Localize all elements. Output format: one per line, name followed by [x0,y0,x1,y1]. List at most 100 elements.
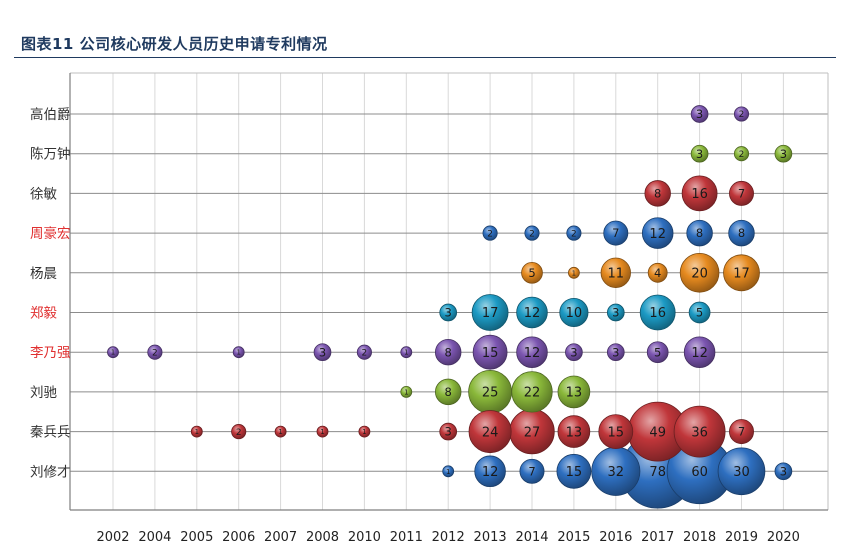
bubble-value-label: 3 [612,306,619,320]
x-tick-label-2017: 2017 [641,530,674,542]
x-tick-label-2018: 2018 [683,530,716,542]
bubble-value-label: 5 [654,345,661,359]
bubble-value-label: 8 [654,187,661,201]
bubble-value-label: 5 [528,266,535,280]
x-tick-label-2008: 2008 [306,530,339,542]
bubble-value-label: 12 [524,346,541,361]
bubble: 17 [471,294,509,331]
bubble-value-label: 3 [445,425,452,439]
bubble: 8 [434,378,462,406]
bubble: 13 [557,375,591,409]
bubble: 7 [729,180,754,206]
bubble: 1 [274,425,287,438]
bubble-value-label: 2 [529,229,535,239]
y-tick-label: 徐敏 [30,186,57,202]
bubble-value-label: 11 [608,266,625,281]
bubble-value-label: 7 [738,425,745,439]
bubble: 12 [683,336,716,368]
bubble-value-label: 49 [649,425,666,440]
bubble-value-label: 4 [654,266,661,280]
bubble-value-label: 1 [320,428,324,436]
bubble-value-label: 2 [571,229,577,239]
bubble: 2 [733,106,750,122]
bubble-value-label: 1 [111,349,115,357]
bubble-value-label: 27 [524,425,541,440]
bubble: 15 [556,453,592,489]
bubble: 24 [468,410,512,454]
bubble-value-label: 12 [691,346,708,361]
bubble: 4 [647,262,668,283]
bubble-value-label: 15 [566,465,583,480]
bubble-value-label: 30 [733,465,750,480]
bubble: 8 [728,219,755,247]
bubble-value-label: 60 [691,465,708,480]
bubble-value-label: 3 [570,345,577,359]
bubble-value-label: 8 [445,385,452,399]
page-title: 图表11 公司核心研发人员历史申请专利情况 [21,35,328,53]
bubble: 3 [774,144,793,163]
bubble: 5 [646,341,669,364]
bubble: 3 [774,462,793,481]
bubble-value-label: 1 [278,428,282,436]
bubble: 36 [673,405,726,458]
bubble-value-label: 25 [482,386,499,401]
x-tick-label-2014: 2014 [515,530,548,542]
bubble-value-label: 3 [445,306,452,320]
bubble: 3 [690,144,709,163]
y-tick-label: 高伯爵 [30,106,71,123]
x-tick-label-2005: 2005 [180,530,213,542]
bubble-value-label: 1 [195,428,199,436]
bubble: 5 [688,301,711,324]
bubble: 11 [600,257,631,288]
x-tick-label-2020: 2020 [767,530,800,542]
bubble: 8 [434,338,462,366]
x-tick-label-2012: 2012 [432,530,465,542]
bubble: 3 [439,422,458,441]
bubble-value-label: 15 [482,346,499,361]
bubble: 3 [606,303,625,322]
x-tick-label-2007: 2007 [264,530,297,542]
bubble-value-label: 24 [482,425,499,440]
x-tick-label-2019: 2019 [725,530,758,542]
x-tick-label-2016: 2016 [599,530,632,542]
bubble: 2 [482,225,498,241]
y-tick-label: 郑毅 [30,305,57,322]
bubble-value-label: 12 [524,306,541,321]
bubble: 25 [468,369,513,414]
y-tick-label: 刘修才 [30,464,71,480]
bubble-value-label: 15 [608,425,625,440]
bubble: 12 [474,455,506,488]
bubble-value-label: 3 [780,464,787,478]
bubble: 16 [639,294,676,331]
bubble: 1 [358,425,371,438]
bubble: 8 [644,180,671,207]
bubble: 2 [231,424,247,440]
bubble: 30 [717,447,766,496]
bubble-value-label: 32 [608,465,625,480]
bubble: 7 [729,419,754,445]
bubble: 17 [723,254,760,292]
bubble-value-label: 2 [362,348,368,358]
y-tick-label: 杨晨 [30,266,57,282]
y-tick-label: 秦兵兵 [30,425,71,441]
bubble-value-label: 7 [612,226,619,240]
bubble-value-label: 78 [649,465,666,480]
bubble-value-label: 16 [649,306,666,321]
bubble: 3 [565,343,583,362]
bubble: 13 [557,415,591,448]
bubble-value-label: 3 [612,345,619,359]
bubble: 49 [627,401,688,462]
bubble-value-label: 1 [446,468,450,476]
bubble: 1 [568,266,580,279]
bubble: 2 [566,225,582,241]
axes [69,72,829,511]
bubble: 5 [521,261,543,284]
bubble-value-label: 3 [780,147,787,161]
bubble: 3 [439,303,458,322]
bubble: 22 [511,371,553,413]
bubble-value-label: 8 [696,226,703,240]
y-tick-label: 周豪宏 [30,226,71,242]
bubble: 16 [681,175,718,212]
bubble-value-label: 1 [572,269,576,277]
